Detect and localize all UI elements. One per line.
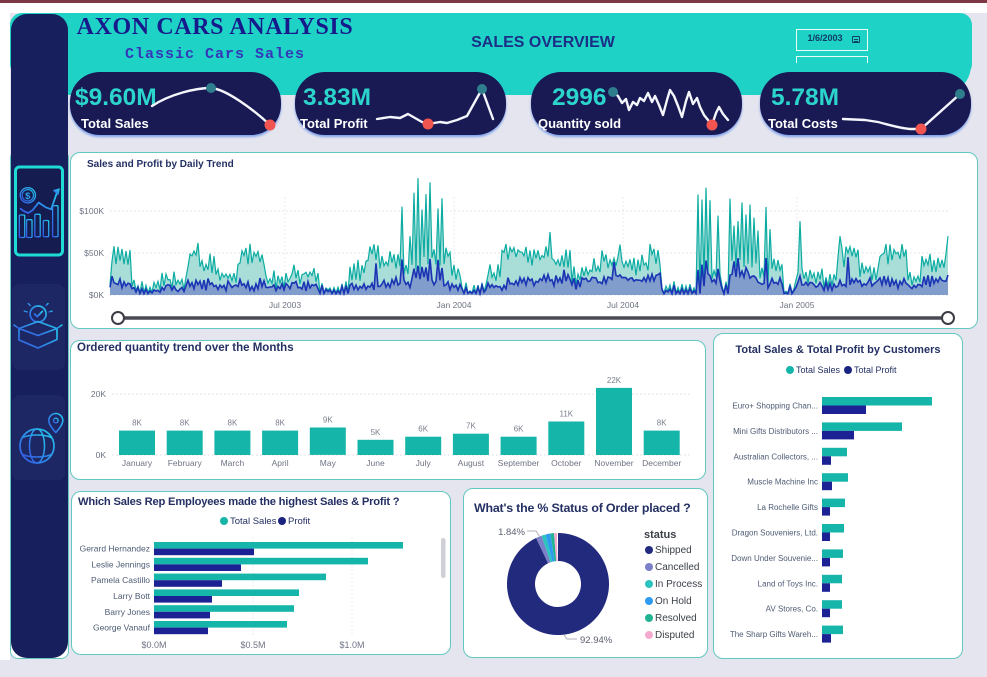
svg-text:Down Under Souvenie...: Down Under Souvenie... [731, 554, 818, 563]
svg-text:Total Sales: Total Sales [796, 365, 841, 375]
svg-text:8K: 8K [132, 419, 142, 428]
svg-text:status: status [644, 529, 676, 541]
svg-text:December: December [642, 458, 681, 468]
svg-text:Jul 2003: Jul 2003 [269, 300, 301, 310]
svg-text:September: September [498, 458, 540, 468]
svg-text:8K: 8K [180, 419, 190, 428]
svg-text:Jan 2005: Jan 2005 [780, 300, 815, 310]
svg-text:Resolved: Resolved [655, 613, 697, 624]
svg-text:$100K: $100K [79, 206, 104, 216]
svg-text:January: January [122, 458, 153, 468]
svg-text:Total Sales & Total Profit by: Total Sales & Total Profit by Customers [736, 344, 941, 356]
svg-text:$0.0M: $0.0M [141, 640, 166, 650]
svg-text:July: July [416, 458, 432, 468]
svg-text:The Sharp Gifts Wareh...: The Sharp Gifts Wareh... [730, 630, 818, 639]
svg-text:Land of Toys Inc.: Land of Toys Inc. [758, 579, 818, 588]
svg-text:22K: 22K [607, 376, 622, 385]
svg-text:Dragon Souveniers, Ltd.: Dragon Souveniers, Ltd. [732, 529, 818, 538]
svg-text:5K: 5K [371, 428, 381, 437]
svg-text:Which Sales Rep Employees made: Which Sales Rep Employees made the highe… [78, 496, 400, 508]
svg-text:$: $ [25, 191, 31, 202]
svg-text:What's the % Status of Order p: What's the % Status of Order placed ? [474, 501, 691, 515]
svg-text:Muscle Machine Inc: Muscle Machine Inc [747, 478, 818, 487]
svg-text:May: May [320, 458, 337, 468]
svg-text:Australian Collectors, ...: Australian Collectors, ... [734, 452, 818, 461]
svg-text:$50K: $50K [84, 248, 104, 258]
svg-text:AV Stores, Co.: AV Stores, Co. [766, 605, 818, 614]
svg-text:Euro+ Shopping Chan...: Euro+ Shopping Chan... [732, 402, 818, 411]
svg-text:George Vanauf: George Vanauf [93, 623, 151, 633]
svg-text:Disputed: Disputed [655, 630, 694, 641]
svg-text:March: March [221, 458, 245, 468]
svg-text:Mini Gifts Distributors ...: Mini Gifts Distributors ... [733, 427, 818, 436]
svg-text:August: August [458, 458, 485, 468]
svg-text:Larry Bott: Larry Bott [113, 591, 150, 601]
svg-text:Jan 2004: Jan 2004 [437, 300, 472, 310]
svg-text:Pamela Castillo: Pamela Castillo [91, 575, 150, 585]
svg-text:6K: 6K [418, 425, 428, 434]
svg-text:$1.0M: $1.0M [339, 640, 364, 650]
svg-text:In Process: In Process [655, 579, 702, 590]
svg-text:1.84%: 1.84% [498, 527, 525, 538]
svg-text:Jul 2004: Jul 2004 [607, 300, 639, 310]
svg-text:8K: 8K [228, 419, 238, 428]
svg-text:Total Sales: Total Sales [230, 516, 277, 527]
svg-text:Cancelled: Cancelled [655, 562, 699, 573]
svg-text:7K: 7K [466, 422, 476, 431]
svg-text:October: October [551, 458, 581, 468]
svg-text:9K: 9K [323, 416, 333, 425]
svg-text:0K: 0K [96, 450, 107, 460]
svg-text:November: November [594, 458, 633, 468]
svg-text:Total Profit: Total Profit [854, 365, 897, 375]
svg-text:Leslie Jennings: Leslie Jennings [91, 559, 150, 569]
svg-text:$0K: $0K [89, 290, 104, 300]
svg-text:92.94%: 92.94% [580, 635, 613, 646]
svg-text:8K: 8K [275, 419, 285, 428]
svg-text:April: April [272, 458, 289, 468]
svg-text:Shipped: Shipped [655, 545, 692, 556]
svg-text:8K: 8K [657, 419, 667, 428]
svg-text:$0.5M: $0.5M [240, 640, 265, 650]
svg-text:June: June [366, 458, 385, 468]
svg-text:Gerard Hernandez: Gerard Hernandez [80, 544, 150, 554]
svg-text:20K: 20K [91, 389, 106, 399]
svg-text:La Rochelle Gifts: La Rochelle Gifts [757, 503, 818, 512]
svg-text:11K: 11K [559, 410, 573, 419]
svg-text:6K: 6K [514, 425, 524, 434]
svg-text:February: February [168, 458, 203, 468]
svg-text:Profit: Profit [288, 516, 311, 527]
svg-text:Barry Jones: Barry Jones [105, 607, 150, 617]
svg-text:On Hold: On Hold [655, 596, 692, 607]
